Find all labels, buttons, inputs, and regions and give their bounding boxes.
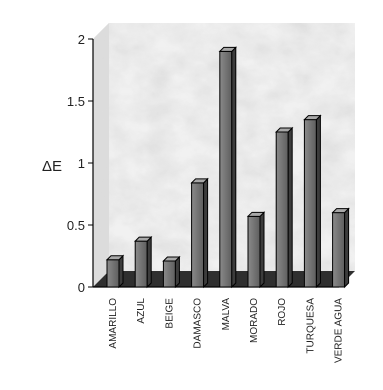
x-tick-label: TURQUESA — [305, 298, 316, 354]
bars — [105, 46, 350, 289]
x-tick-label: BEIGE — [164, 298, 175, 329]
y-axis-label: ΔE — [42, 158, 62, 175]
bar-rojo — [274, 126, 294, 289]
bar-azul — [133, 235, 153, 289]
bar-beige — [162, 255, 181, 289]
y-tick-label: 2 — [78, 32, 85, 47]
bar-morado — [246, 211, 266, 289]
x-axis-tick-labels: AMARILLO AZUL BEIGE DAMASCO MALVA MORADO ROJO T… — [108, 298, 345, 363]
x-tick-label: AZUL — [136, 298, 147, 324]
y-tick-label: 1 — [78, 156, 85, 171]
x-tick-label: ROJO — [277, 298, 288, 326]
bar-turquesa — [303, 114, 322, 289]
y-axis: 0 0.5 1 1.5 2 — [67, 32, 94, 295]
bar-damasco — [190, 177, 209, 289]
x-tick-label: DAMASCO — [193, 298, 204, 349]
bar-amarillo — [105, 254, 125, 289]
x-tick-label: MALVA — [221, 298, 232, 331]
x-tick-label: AMARILLO — [108, 298, 119, 349]
x-tick-label: MORADO — [249, 298, 260, 343]
x-tick-label: VERDE AGUA — [334, 298, 345, 363]
y-tick-label: 0.5 — [67, 218, 85, 233]
y-tick-label: 0 — [78, 280, 85, 295]
bar-malva — [218, 46, 238, 289]
bar-verde-agua — [331, 207, 350, 289]
y-tick-label: 1.5 — [67, 94, 85, 109]
